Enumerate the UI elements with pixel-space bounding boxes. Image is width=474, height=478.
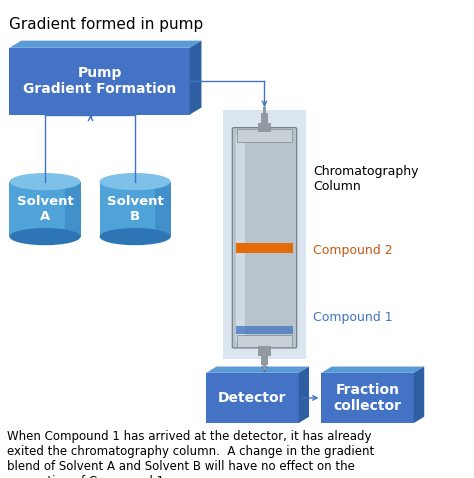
Ellipse shape <box>9 173 81 190</box>
Polygon shape <box>414 367 424 423</box>
Ellipse shape <box>9 228 81 245</box>
Polygon shape <box>100 182 171 237</box>
Polygon shape <box>155 182 171 237</box>
Text: Solvent
A: Solvent A <box>17 195 73 223</box>
Ellipse shape <box>100 173 171 190</box>
Text: Compound 2: Compound 2 <box>313 244 392 258</box>
FancyBboxPatch shape <box>232 128 297 348</box>
FancyBboxPatch shape <box>236 134 245 342</box>
Polygon shape <box>206 367 309 373</box>
Ellipse shape <box>100 228 171 245</box>
FancyBboxPatch shape <box>263 107 266 113</box>
Text: Gradient formed in pump: Gradient formed in pump <box>9 17 204 32</box>
FancyBboxPatch shape <box>223 110 306 358</box>
Text: Solvent
B: Solvent B <box>107 195 164 223</box>
Polygon shape <box>321 367 424 373</box>
Text: Fraction
collector: Fraction collector <box>334 383 401 413</box>
Polygon shape <box>64 182 81 237</box>
Text: Pump
Gradient Formation: Pump Gradient Formation <box>23 66 176 97</box>
FancyBboxPatch shape <box>261 355 268 365</box>
FancyBboxPatch shape <box>9 48 190 115</box>
FancyBboxPatch shape <box>258 123 271 132</box>
Text: Detector: Detector <box>218 391 287 405</box>
Polygon shape <box>299 367 309 423</box>
FancyBboxPatch shape <box>237 335 292 347</box>
Text: Compound 1: Compound 1 <box>313 311 392 325</box>
FancyBboxPatch shape <box>258 346 271 356</box>
Polygon shape <box>190 41 201 115</box>
FancyBboxPatch shape <box>237 129 292 142</box>
Polygon shape <box>9 41 201 48</box>
FancyBboxPatch shape <box>263 364 266 370</box>
FancyBboxPatch shape <box>206 373 299 423</box>
Text: Chromatography
Column: Chromatography Column <box>313 165 419 193</box>
FancyBboxPatch shape <box>236 242 293 253</box>
FancyBboxPatch shape <box>261 113 268 123</box>
FancyBboxPatch shape <box>236 326 293 334</box>
Text: When Compound 1 has arrived at the detector, it has already
exited the chromatog: When Compound 1 has arrived at the detec… <box>7 430 374 478</box>
FancyBboxPatch shape <box>321 373 414 423</box>
Polygon shape <box>9 182 81 237</box>
